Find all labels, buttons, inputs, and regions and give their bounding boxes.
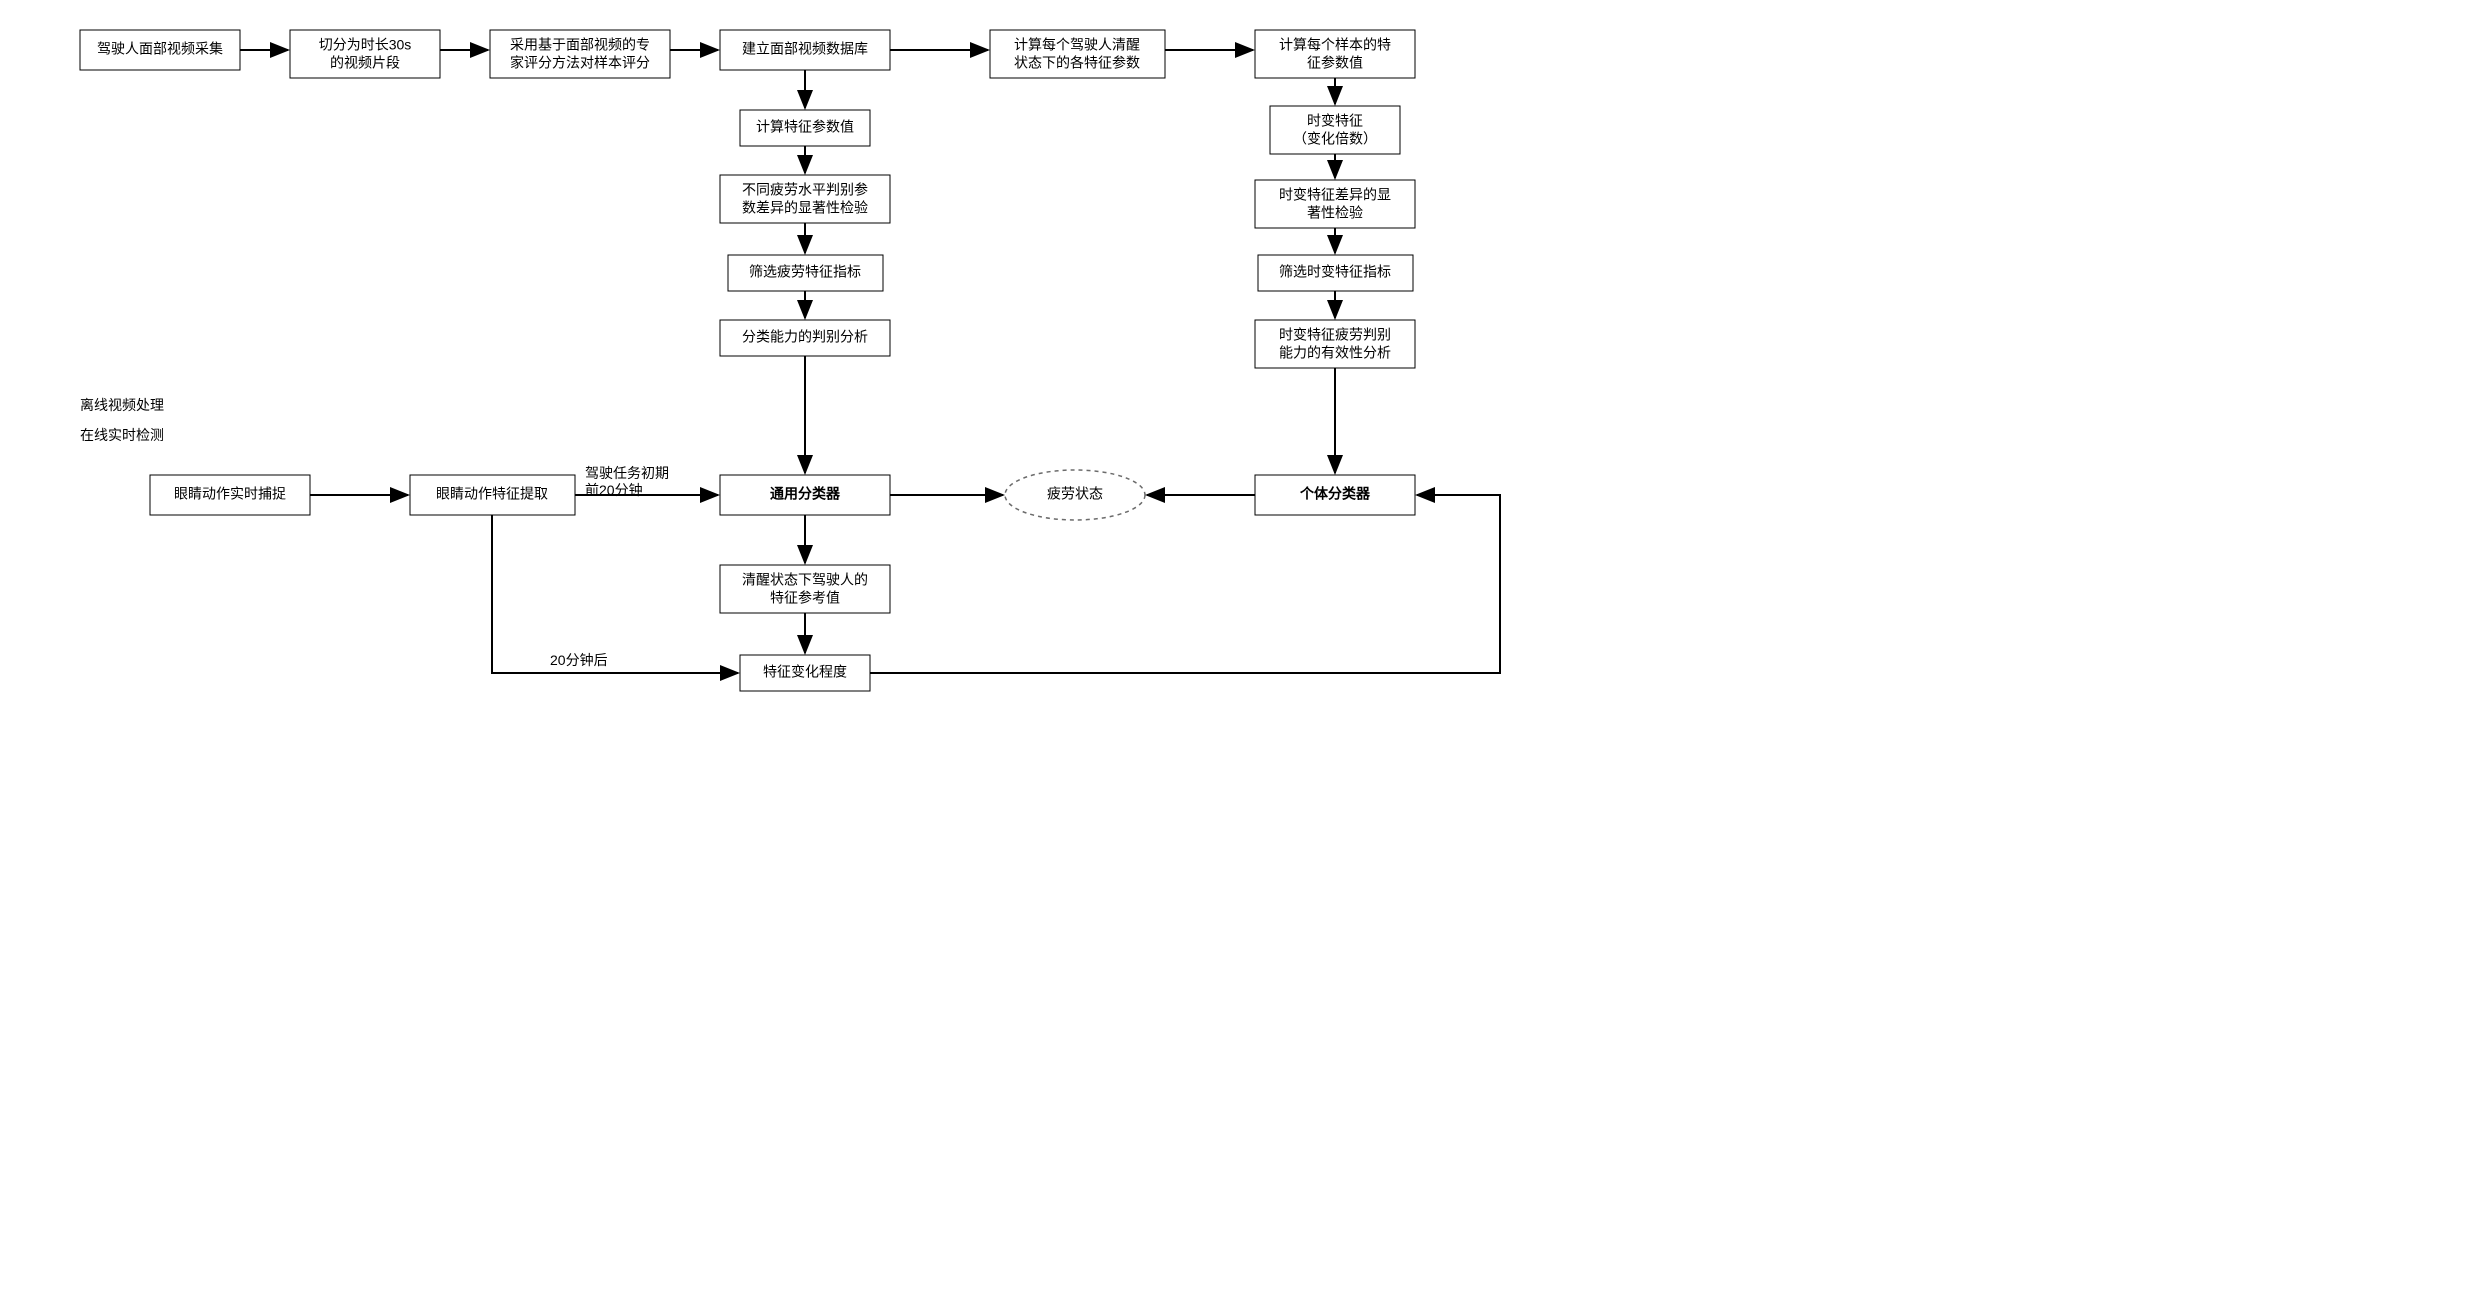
node-label: 时变特征 [1307, 113, 1363, 129]
node-label: 计算特征参数值 [756, 119, 854, 135]
node-label: 计算每个样本的特 [1279, 37, 1391, 53]
node-sig-test: 不同疲劳水平判别参 数差异的显著性检验 [720, 175, 890, 223]
node-select-fatigue: 筛选疲劳特征指标 [728, 255, 883, 291]
node-fatigue-state: 疲劳状态 [1005, 470, 1145, 520]
node-awake-params: 计算每个驾驶人清醒 状态下的各特征参数 [990, 30, 1165, 78]
edge-label: 前20分钟 [585, 482, 643, 498]
node-discriminant: 分类能力的判别分析 [720, 320, 890, 356]
node-awake-reference: 清醒状态下驾驶人的 特征参考值 [720, 565, 890, 613]
node-individual-classifier: 个体分类器 [1255, 475, 1415, 515]
node-calc-feature: 计算特征参数值 [740, 110, 870, 146]
node-label: 切分为时长30s [319, 37, 412, 53]
node-label: 特征参考值 [770, 590, 840, 606]
node-label: 分类能力的判别分析 [742, 329, 868, 345]
section-online-label: 在线实时检测 [80, 427, 164, 443]
node-select-time-feature: 筛选时变特征指标 [1258, 255, 1413, 291]
node-label: 时变特征疲劳判别 [1279, 327, 1391, 343]
edge-label: 驾驶任务初期 [585, 465, 669, 481]
node-label: 不同疲劳水平判别参 [742, 182, 868, 198]
edge [492, 515, 738, 673]
node-time-validity: 时变特征疲劳判别 能力的有效性分析 [1255, 320, 1415, 368]
edge [870, 495, 1500, 673]
node-eye-feature-extract: 眼睛动作特征提取 [410, 475, 575, 515]
node-label: 清醒状态下驾驶人的 [742, 572, 868, 588]
node-general-classifier: 通用分类器 [720, 475, 890, 515]
node-label: 建立面部视频数据库 [742, 41, 868, 57]
node-split-30s: 切分为时长30s 的视频片段 [290, 30, 440, 78]
node-label: 著性检验 [1307, 205, 1363, 221]
flowchart-canvas: 驾驶人面部视频采集 切分为时长30s 的视频片段 采用基于面部视频的专 家评分方… [20, 20, 1565, 790]
node-label: 的视频片段 [330, 55, 400, 71]
node-label: 家评分方法对样本评分 [510, 55, 650, 71]
node-label: 特征变化程度 [763, 664, 847, 680]
node-time-feature: 时变特征 （变化倍数） [1270, 106, 1400, 154]
edge-label: 20分钟后 [550, 652, 608, 668]
node-build-db: 建立面部视频数据库 [720, 30, 890, 70]
node-label: 眼睛动作实时捕捉 [174, 486, 286, 502]
node-label: 征参数值 [1307, 55, 1363, 71]
node-label: 驾驶人面部视频采集 [97, 41, 223, 57]
node-label: 筛选疲劳特征指标 [749, 264, 861, 280]
node-label: 疲劳状态 [1047, 486, 1103, 502]
node-label: 筛选时变特征指标 [1279, 264, 1391, 280]
node-time-sig-test: 时变特征差异的显 著性检验 [1255, 180, 1415, 228]
node-label: 个体分类器 [1299, 486, 1371, 502]
node-label: 通用分类器 [770, 486, 841, 502]
node-label: 采用基于面部视频的专 [510, 37, 650, 53]
node-label: 数差异的显著性检验 [742, 200, 868, 216]
node-label: 状态下的各特征参数 [1014, 55, 1140, 71]
node-video-capture: 驾驶人面部视频采集 [80, 30, 240, 70]
node-eye-capture: 眼睛动作实时捕捉 [150, 475, 310, 515]
node-label: 计算每个驾驶人清醒 [1014, 37, 1140, 53]
node-label: 眼睛动作特征提取 [436, 486, 548, 502]
node-sample-params: 计算每个样本的特 征参数值 [1255, 30, 1415, 78]
node-expert-rating: 采用基于面部视频的专 家评分方法对样本评分 [490, 30, 670, 78]
node-feature-change: 特征变化程度 [740, 655, 870, 691]
node-label: （变化倍数） [1293, 131, 1377, 147]
node-label: 时变特征差异的显 [1279, 187, 1391, 203]
section-offline-label: 离线视频处理 [80, 397, 164, 413]
node-label: 能力的有效性分析 [1279, 345, 1391, 361]
